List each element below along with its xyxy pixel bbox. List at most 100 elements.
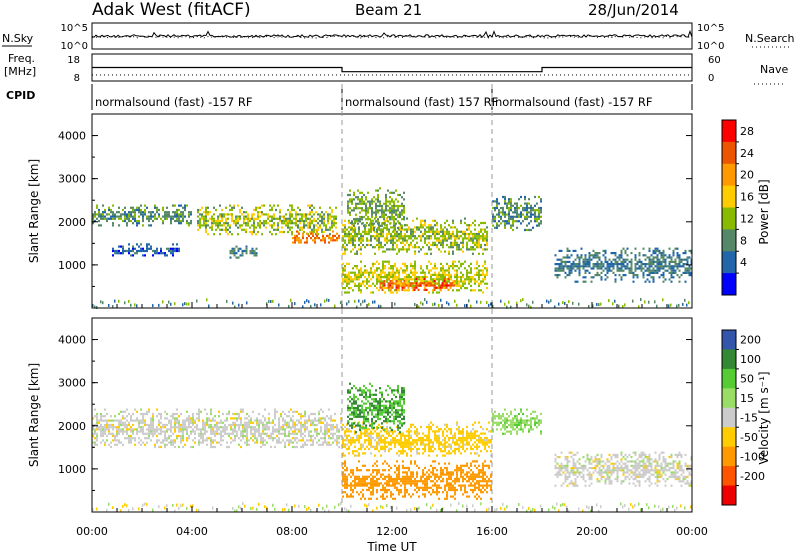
velocity-data-cell bbox=[434, 466, 436, 470]
power-data-cell bbox=[516, 220, 518, 223]
power-data-cell bbox=[618, 267, 621, 270]
power-data-cell bbox=[512, 215, 514, 218]
velocity-data-cell bbox=[346, 423, 348, 426]
power-data-cell bbox=[648, 249, 651, 252]
power-data-cell bbox=[408, 280, 410, 283]
velocity-data-cell bbox=[396, 473, 398, 476]
power-data-cell bbox=[606, 260, 609, 263]
power-data-cell bbox=[227, 228, 229, 231]
power-data-cell bbox=[366, 243, 368, 247]
power-data-cell bbox=[478, 243, 480, 247]
power-data-cell bbox=[436, 243, 438, 247]
velocity-data-cell bbox=[256, 423, 258, 427]
power-data-ground-cell bbox=[640, 298, 642, 301]
velocity-data-cell bbox=[430, 471, 432, 474]
velocity-data-cell bbox=[460, 473, 462, 476]
power-data-cell bbox=[353, 191, 355, 194]
velocity-data-cell bbox=[446, 480, 448, 483]
power-data-cell bbox=[217, 219, 219, 223]
power-data-ground-cell bbox=[480, 300, 482, 304]
velocity-data-cell bbox=[120, 428, 122, 431]
power-data-cell bbox=[451, 284, 454, 287]
velocity-data-cell bbox=[156, 415, 158, 418]
power-data-cell bbox=[584, 258, 587, 261]
power-data-cell bbox=[381, 209, 383, 212]
power-data-cell bbox=[504, 222, 506, 225]
power-data-cell bbox=[366, 287, 368, 290]
power-data-cell bbox=[424, 239, 426, 242]
power-data-cell bbox=[219, 222, 221, 225]
power-data-cell bbox=[670, 280, 673, 283]
power-data-cell bbox=[482, 271, 484, 274]
velocity-data-cell bbox=[456, 475, 458, 478]
power-data-cell bbox=[372, 273, 374, 276]
power-data-cell bbox=[364, 265, 366, 268]
power-data-cell bbox=[320, 239, 322, 242]
power-data-cell bbox=[401, 204, 403, 208]
velocity-data-cell bbox=[106, 419, 108, 422]
power-data-cell bbox=[394, 241, 396, 244]
velocity-data-cell bbox=[384, 469, 386, 472]
power-data-cell bbox=[156, 249, 158, 253]
power-data-cell bbox=[427, 282, 430, 285]
power-data-cell bbox=[478, 246, 480, 249]
power-data-cell bbox=[584, 276, 587, 279]
power-data-cell bbox=[100, 217, 102, 220]
velocity-data-cell bbox=[366, 475, 368, 478]
velocity-data-cell bbox=[102, 432, 104, 435]
power-data-cell bbox=[360, 246, 362, 249]
power-data-cell bbox=[190, 211, 192, 214]
velocity-data-cell bbox=[316, 419, 318, 422]
velocity-data-cell bbox=[342, 436, 344, 440]
power-data-ground-cell bbox=[668, 304, 670, 308]
power-data-cell bbox=[454, 276, 456, 279]
power-data-cell bbox=[112, 254, 114, 257]
power-data-cell bbox=[255, 254, 258, 257]
velocity-data-cell bbox=[96, 419, 98, 422]
velocity-data-cell bbox=[186, 430, 188, 433]
power-data-cell bbox=[241, 224, 243, 227]
velocity-data-cell bbox=[400, 477, 402, 481]
power-data-cell bbox=[484, 262, 486, 265]
power-data-cell bbox=[150, 211, 152, 214]
velocity-data-cell bbox=[390, 430, 392, 433]
power-data-cell bbox=[379, 215, 381, 219]
power-data-cell bbox=[396, 267, 398, 270]
power-data-cell bbox=[178, 213, 180, 216]
velocity-data-cell bbox=[304, 443, 306, 446]
power-data-cell bbox=[394, 248, 396, 251]
velocity-data-cell bbox=[222, 430, 224, 433]
power-data-cell bbox=[360, 271, 362, 274]
power-data-cell bbox=[494, 226, 496, 229]
power-data-cell bbox=[480, 230, 482, 233]
velocity-data-cell bbox=[374, 445, 376, 448]
velocity-data-cell bbox=[400, 441, 402, 444]
velocity-data-cell bbox=[336, 426, 338, 429]
velocity-data-cell bbox=[242, 426, 244, 429]
power-data-cell bbox=[229, 226, 231, 229]
power-data-cell bbox=[436, 239, 438, 242]
velocity-data-cell bbox=[198, 443, 200, 446]
power-data-cell bbox=[178, 204, 180, 207]
velocity-data-cell bbox=[226, 428, 228, 431]
velocity-data-cell bbox=[300, 428, 302, 431]
power-data-cell bbox=[588, 258, 591, 261]
power-data-cell bbox=[142, 247, 144, 250]
velocity-data-cell bbox=[360, 436, 362, 440]
power-data-cell bbox=[380, 230, 382, 233]
power-data-cell bbox=[380, 271, 382, 274]
power-data-cell bbox=[132, 211, 134, 214]
velocity-data-cell bbox=[404, 480, 406, 483]
power-data-cell bbox=[482, 235, 484, 238]
velocity-data-cell bbox=[410, 462, 412, 465]
power-data-cell bbox=[612, 258, 615, 261]
velocity-data-cell bbox=[144, 437, 146, 440]
velocity-data-cell bbox=[262, 423, 264, 427]
velocity-data-cell bbox=[326, 426, 328, 429]
power-data-cell bbox=[380, 246, 382, 249]
power-data-ground-cell bbox=[506, 305, 508, 309]
power-data-cell bbox=[376, 280, 378, 283]
velocity-data-cell bbox=[354, 441, 356, 444]
power-data-cell bbox=[438, 276, 440, 279]
velocity-data-cell bbox=[472, 488, 474, 492]
